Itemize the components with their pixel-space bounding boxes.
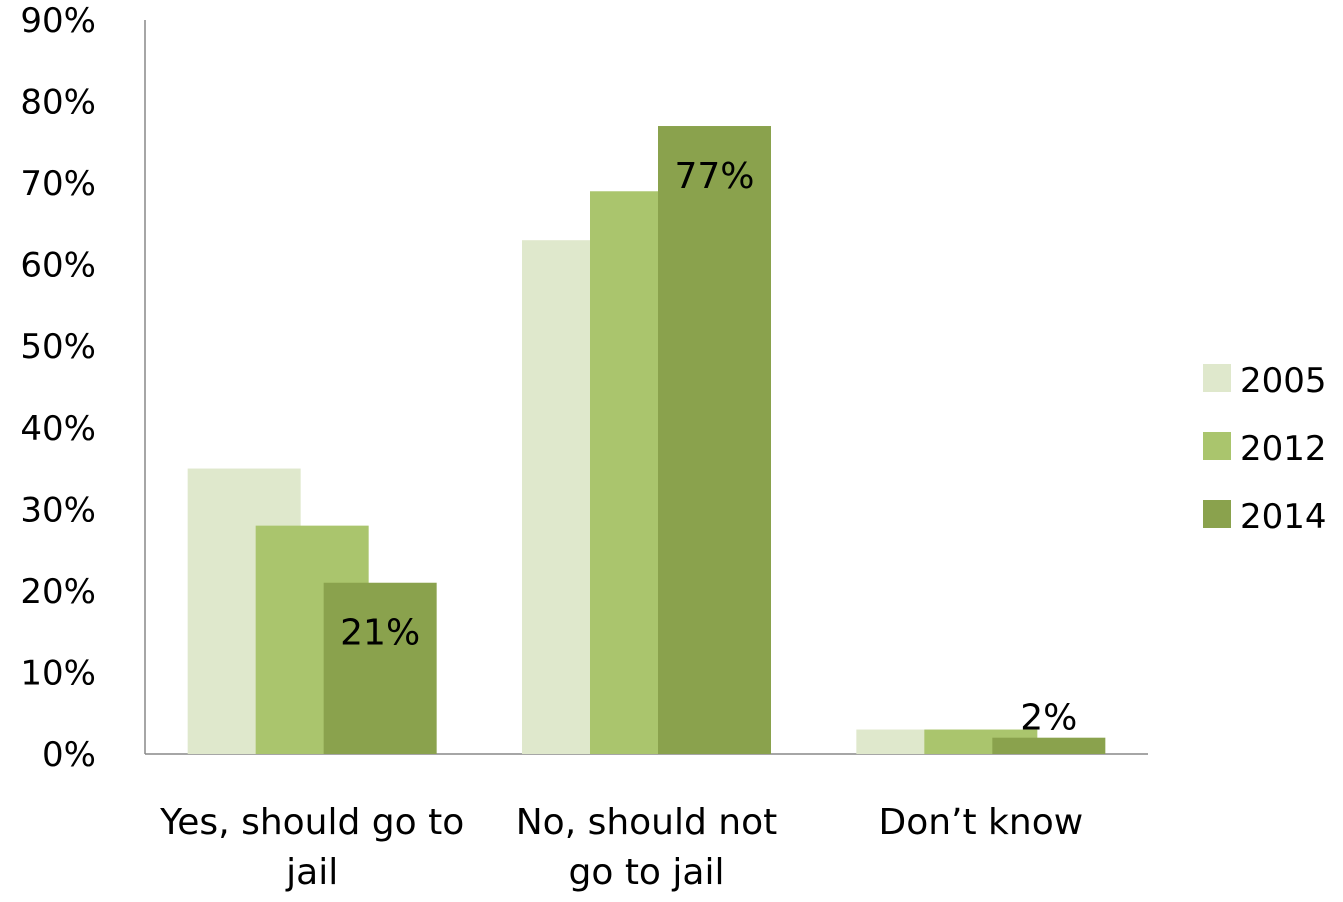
y-tick-label: 70% (20, 164, 96, 204)
bar-2014-cat-2 (992, 737, 1106, 754)
y-axis-ticks: 0% 10% 20% 30% 40% 50% 60% 70% 80% 90% (20, 1, 96, 775)
category-label: Yes, should go to (159, 802, 464, 843)
data-label: 77% (674, 156, 754, 197)
category-label: jail (285, 852, 338, 893)
legend-label-2012: 2012 (1240, 429, 1327, 469)
y-tick-label: 0% (42, 735, 96, 775)
y-tick-label: 80% (20, 83, 96, 123)
category-label: Don’t know (878, 802, 1083, 843)
category-labels: Yes, should go to jail No, should not go to… (159, 802, 1083, 893)
legend-swatch-2012 (1203, 432, 1231, 460)
bar-2014-cat-0 (323, 582, 437, 754)
data-labels: 21% 77% 2% (340, 156, 1077, 739)
legend-label-2014: 2014 (1240, 497, 1327, 537)
legend: 2005 2012 2014 (1203, 361, 1327, 537)
data-label: 2% (1020, 698, 1077, 739)
category-label: go to jail (569, 852, 725, 893)
y-tick-label: 90% (20, 1, 96, 41)
legend-label-2005: 2005 (1240, 361, 1327, 401)
y-tick-label: 60% (20, 246, 96, 286)
y-tick-label: 20% (20, 572, 96, 612)
y-tick-label: 30% (20, 490, 96, 530)
legend-swatch-2014 (1203, 500, 1231, 528)
bar-2014-cat-1 (658, 126, 771, 755)
y-tick-label: 50% (20, 327, 96, 367)
category-label: No, should not (516, 802, 778, 843)
data-label: 21% (340, 613, 420, 654)
bars (187, 126, 1106, 755)
y-tick-label: 40% (20, 409, 96, 449)
legend-swatch-2005 (1203, 364, 1231, 392)
y-tick-label: 10% (20, 653, 96, 693)
